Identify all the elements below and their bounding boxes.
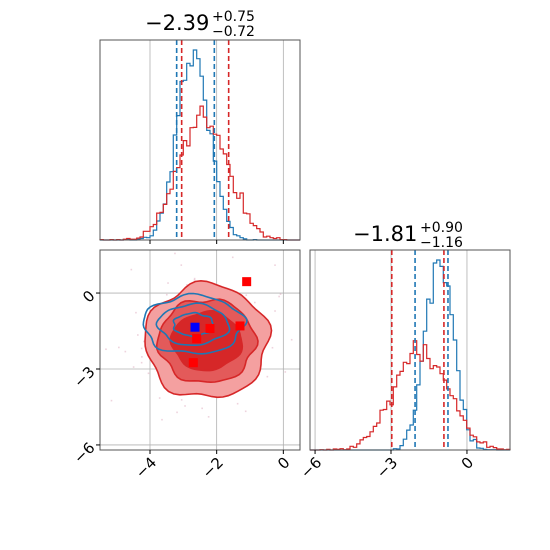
contour-sample-point (254, 301, 256, 304)
contour-sample-point (245, 294, 248, 296)
hist-2-xtick-label-1: −3 (373, 454, 401, 482)
contour-sample-point (207, 416, 210, 418)
hist-2-title-lower: −1.16 (420, 235, 463, 251)
hist-1-title-value: −2.39 (145, 11, 209, 35)
contour-sample-point (244, 410, 247, 413)
hist-1-title-lower: −0.72 (212, 24, 255, 40)
contour-sample-point (105, 348, 107, 351)
hist-2-title-upper: +0.90 (420, 220, 463, 236)
contour-blue-level-1 (142, 292, 248, 355)
contour-sample-point (201, 407, 203, 410)
hist-panel-1: −2.39 +0.75 −0.72 (99, 9, 301, 244)
contour-ytick-label-0: 0 (79, 287, 98, 306)
contour-sample-point (186, 283, 188, 286)
contour-sample-point (193, 279, 196, 281)
hist-2-xtick-label-2: 0 (458, 454, 477, 473)
contour-sample-point (167, 282, 169, 284)
contour-marker-red-2 (205, 323, 215, 333)
contour-xtick-label-1: −2 (199, 454, 227, 482)
contour-sample-point (193, 277, 196, 280)
contour-marker-red-4 (235, 321, 245, 331)
hist-2-title-value: −1.81 (353, 222, 417, 246)
contour-sample-point (110, 399, 113, 402)
contour-ytick-label-1: −3 (70, 363, 98, 391)
contour-sample-point (147, 372, 150, 375)
contour-sample-point (135, 311, 137, 314)
hist-2-series-red (310, 340, 511, 451)
contour-sample-point (165, 293, 168, 296)
contour-marker-blue-0 (190, 322, 200, 332)
contour-sample-point (279, 293, 282, 295)
contour-sample-point (130, 268, 133, 271)
hist-panel-2: −6 −3 0 −1.81 +0.90 −1.16 (297, 220, 511, 482)
contour-sample-point (271, 346, 274, 349)
contour-sample-point (274, 310, 276, 312)
contour-sample-point (176, 411, 178, 414)
contour-sample-point (174, 252, 176, 255)
contour-sample-point (180, 264, 183, 266)
contour-sample-point (140, 347, 143, 350)
hist-2-frame (309, 249, 511, 451)
contour-blue-level-2 (155, 302, 231, 346)
contour-sample-point (158, 397, 161, 399)
contour-sample-point (143, 340, 145, 343)
contour-sample-point (141, 356, 143, 358)
contour-sample-point (284, 371, 287, 373)
contour-sample-point (137, 334, 139, 336)
contour-sample-point (118, 346, 120, 349)
contour-sample-point (278, 295, 280, 298)
contour-xtick-label-0: −4 (132, 454, 160, 482)
contour-blue-level-3 (172, 311, 214, 338)
contour-xtick-label-2: 0 (274, 454, 293, 473)
contour-marker-red-5 (188, 358, 198, 368)
contour-red-level-4 (183, 322, 228, 360)
contour-frame (99, 249, 301, 451)
contour-sample-point (236, 402, 239, 405)
hist-1-series-red (99, 105, 300, 241)
contour-sample-point (180, 399, 183, 401)
contour-marker-red-1 (242, 277, 252, 287)
contour-sample-point (184, 405, 186, 407)
contour-ytick-label-2: −6 (70, 439, 98, 467)
hist-1-title-upper: +0.75 (212, 9, 255, 25)
contour-sample-point (132, 366, 135, 368)
contour-marker-red-3 (192, 334, 202, 344)
contour-sample-point (266, 375, 269, 378)
contour-sample-point (140, 361, 143, 364)
contour-sample-point (274, 264, 276, 266)
hist-1-series-blue (100, 49, 300, 241)
contour-sample-point (161, 418, 163, 421)
contour-sample-point (231, 256, 234, 259)
hist-1-frame (99, 39, 301, 241)
hist-2-xtick-label-0: −6 (297, 454, 325, 482)
contour-sample-point (124, 350, 127, 353)
contour-panel: −4 −2 0 0 −3 −6 (70, 249, 301, 482)
contour-sample-point (290, 338, 293, 341)
